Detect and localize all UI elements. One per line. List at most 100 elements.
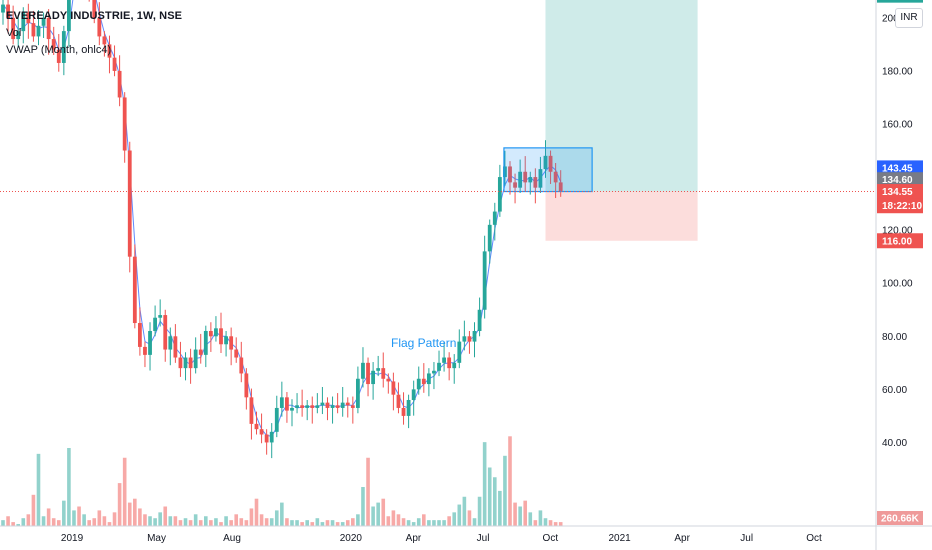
volume-bar <box>376 502 380 526</box>
volume-bar <box>538 510 543 526</box>
volume-indicator-label[interactable]: Vol <box>6 27 22 39</box>
candle <box>548 150 553 184</box>
candle-body <box>320 402 325 406</box>
volume-bar <box>264 518 269 526</box>
volume-bar <box>97 510 102 526</box>
candle <box>310 396 315 424</box>
candle-body <box>452 362 457 369</box>
price-badge: 208.55 <box>877 0 923 3</box>
candle <box>416 366 421 395</box>
volume-bar <box>442 520 446 526</box>
candle <box>497 164 502 217</box>
candle <box>487 219 492 264</box>
candle <box>239 341 244 383</box>
candle-body <box>229 336 234 350</box>
candle <box>61 25 66 76</box>
candle-body <box>345 402 350 406</box>
volume-bar <box>290 520 294 526</box>
candle <box>426 368 431 397</box>
price-badge: 18:22:10 <box>877 198 923 214</box>
candle-body <box>503 166 507 178</box>
candle <box>203 325 208 368</box>
volume-bar <box>107 522 112 526</box>
candle <box>163 309 168 362</box>
candle <box>553 163 558 199</box>
volume-bar <box>457 504 462 526</box>
volume-bar <box>127 502 132 526</box>
candle-body <box>168 336 173 350</box>
candle <box>92 0 97 24</box>
volume-bar <box>56 520 61 526</box>
candle-body <box>295 405 299 408</box>
volume-bar <box>381 498 386 526</box>
candle-body <box>198 349 203 355</box>
volume-bars <box>1 436 563 526</box>
position-zones <box>545 0 698 241</box>
candle-body <box>153 317 157 331</box>
candle-body <box>513 182 517 188</box>
candle <box>508 161 512 195</box>
symbol-title[interactable]: EVEREADY INDUSTRIE, 1W, NSE <box>6 10 183 22</box>
volume-bar <box>143 514 147 526</box>
volume-bar <box>427 520 431 526</box>
volume-bar <box>148 516 152 526</box>
candle-body <box>523 171 528 183</box>
candle <box>492 202 497 241</box>
candle <box>452 354 457 384</box>
candle <box>153 305 157 337</box>
candle-body <box>356 378 360 408</box>
candle-body <box>558 182 563 192</box>
candle <box>112 45 117 77</box>
candle <box>538 156 543 193</box>
volume-bar <box>386 516 391 526</box>
candle-body <box>421 378 426 385</box>
volume-bar <box>533 520 538 526</box>
y-tick-label: 160.00 <box>882 119 913 130</box>
volume-bar <box>452 512 457 526</box>
candle <box>356 366 360 414</box>
candle <box>543 140 548 178</box>
candle-body <box>548 155 553 172</box>
volume-bar <box>102 516 107 526</box>
price-badge: 134.55 <box>877 184 923 200</box>
volume-bar <box>335 522 340 526</box>
volume-bar <box>503 455 507 526</box>
candle <box>335 393 340 414</box>
candle <box>183 352 188 381</box>
candle <box>411 380 416 416</box>
volume-bar <box>467 510 472 526</box>
price-badge-bg <box>877 160 923 176</box>
candle-body <box>543 155 548 170</box>
candle-body <box>259 429 264 435</box>
candle-body <box>472 330 477 342</box>
candle <box>447 352 452 381</box>
volume-bar <box>36 453 41 526</box>
candle-body <box>467 336 472 342</box>
x-tick-label: Aug <box>223 533 241 544</box>
volume-bar <box>249 508 254 526</box>
candle-body <box>188 357 193 369</box>
candle <box>137 307 142 356</box>
candle-body <box>102 36 107 45</box>
volume-bar <box>274 510 279 526</box>
candle <box>320 386 325 415</box>
x-tick-label: Jul <box>740 533 753 544</box>
volume-bar <box>133 498 137 526</box>
candle-body <box>117 70 122 98</box>
volume-badge-label: 260.66K <box>881 514 920 525</box>
price-badge-label: 116.00 <box>882 236 912 247</box>
currency-button[interactable]: INR <box>895 8 923 28</box>
vwap-indicator-label[interactable]: VWAP (Month, ohlc4) <box>6 44 112 56</box>
candle-body <box>335 405 340 408</box>
volume-bar <box>51 518 56 526</box>
volume-bar <box>72 510 76 526</box>
candle-body <box>477 309 482 331</box>
candle-body <box>122 97 127 151</box>
candle-body <box>508 166 512 183</box>
volume-bar <box>173 516 178 526</box>
candle <box>173 324 178 363</box>
candle-body <box>92 0 97 18</box>
volume-bar <box>305 520 309 526</box>
